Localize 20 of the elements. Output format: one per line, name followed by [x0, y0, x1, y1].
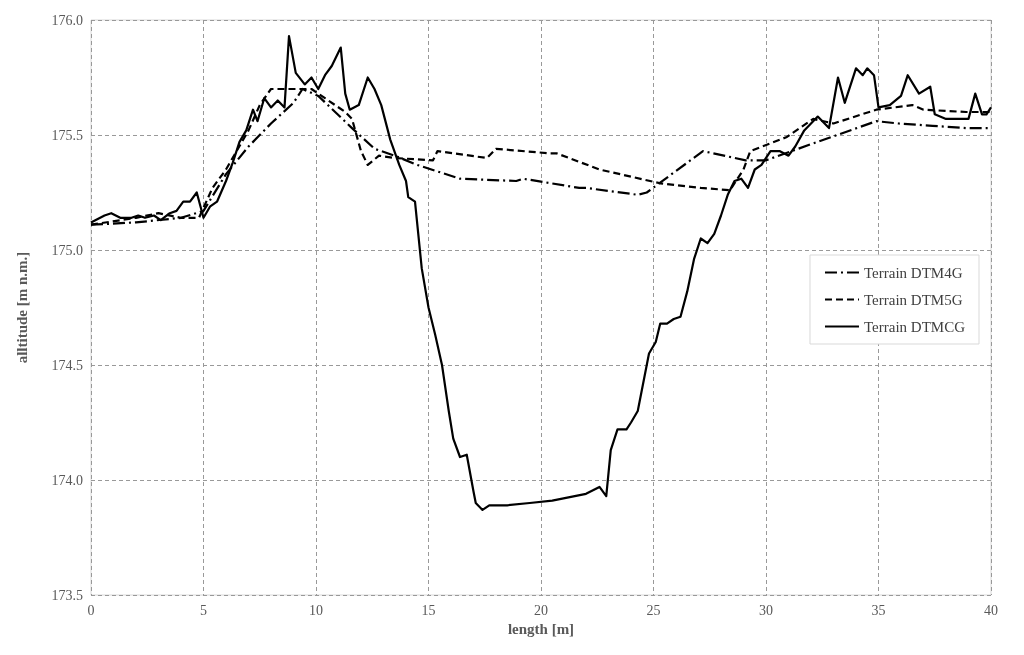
- x-axis-title: length [m]: [507, 621, 575, 638]
- y-tick-label: 174.5: [51, 357, 83, 373]
- x-tick-label: 40: [984, 602, 998, 618]
- y-tick-label: 174.0: [51, 472, 83, 488]
- x-tick-label: 30: [759, 602, 773, 618]
- y-tick-label: 175.0: [51, 242, 83, 258]
- y-tick-label: 175.5: [51, 127, 83, 143]
- legend-label: Terrain DTMCG: [863, 318, 966, 335]
- x-tick-label: 5: [200, 602, 207, 618]
- legend-label: Terrain DTM4G: [863, 264, 963, 281]
- legend-label: Terrain DTM5G: [863, 291, 963, 308]
- x-tick-label: 10: [309, 602, 323, 618]
- y-tick-label: 173.5: [51, 587, 83, 603]
- x-tick-label: 20: [534, 602, 548, 618]
- y-axis-title: alltitude [m n.m.]: [13, 251, 30, 364]
- x-tick-label: 35: [871, 602, 886, 618]
- y-tick-label: 176.0: [51, 12, 83, 28]
- x-tick-label: 25: [646, 602, 661, 618]
- x-tick-label: 15: [421, 602, 436, 618]
- x-tick-label: 0: [87, 602, 95, 618]
